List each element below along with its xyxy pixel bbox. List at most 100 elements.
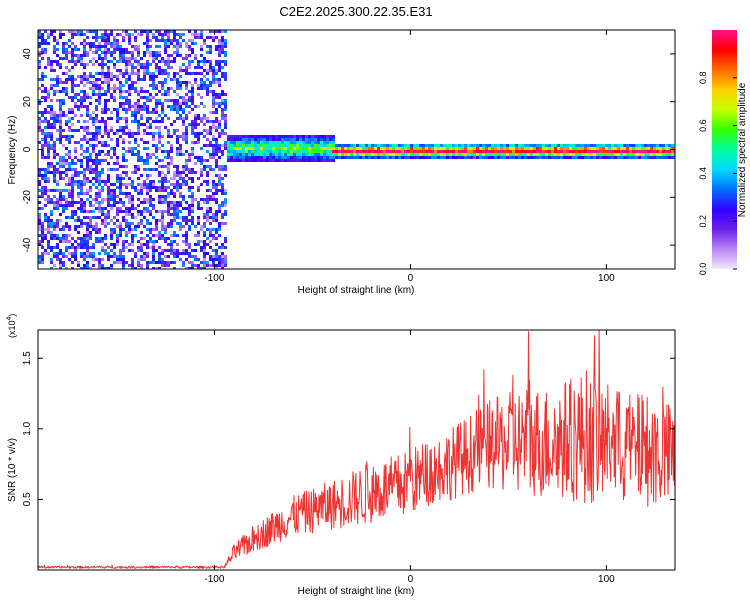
heatmap-cell xyxy=(329,147,332,150)
heatmap-cell xyxy=(203,213,206,216)
heatmap-cell xyxy=(83,240,86,243)
heatmap-cell xyxy=(317,153,320,156)
heatmap-cell xyxy=(302,138,305,141)
heatmap-cell xyxy=(587,156,590,159)
heatmap-cell xyxy=(50,114,53,117)
heatmap-cell xyxy=(131,120,134,123)
heatmap-cell xyxy=(41,261,44,264)
heatmap-cell xyxy=(149,186,152,189)
heatmap-cell xyxy=(134,105,137,108)
heatmap-cell xyxy=(167,54,170,57)
heatmap-cell xyxy=(215,72,218,75)
heatmap-cell xyxy=(122,243,125,246)
heatmap-cell xyxy=(92,36,95,39)
heatmap-cell xyxy=(122,48,125,51)
heatmap-cell xyxy=(104,222,107,225)
heatmap-cell xyxy=(200,117,203,120)
heatmap-cell xyxy=(83,150,86,153)
heatmap-cell xyxy=(218,180,221,183)
heatmap-cell xyxy=(119,252,122,255)
heatmap-cell xyxy=(599,144,602,147)
heatmap-cell xyxy=(137,189,140,192)
heatmap-cell xyxy=(41,144,44,147)
heatmap-cell xyxy=(173,177,176,180)
heatmap-cell xyxy=(113,204,116,207)
heatmap-cell xyxy=(80,54,83,57)
heatmap-cell xyxy=(137,204,140,207)
heatmap-cell xyxy=(218,144,221,147)
heatmap-cell xyxy=(86,78,89,81)
heatmap-cell xyxy=(509,147,512,150)
heatmap-cell xyxy=(191,186,194,189)
heatmap-cell xyxy=(293,138,296,141)
y-tick-label: -40 xyxy=(22,237,33,252)
heatmap-cell xyxy=(218,69,221,72)
heatmap-cell xyxy=(500,153,503,156)
heatmap-cell xyxy=(533,147,536,150)
heatmap-cell xyxy=(275,138,278,141)
heatmap-cell xyxy=(188,213,191,216)
heatmap-cell xyxy=(101,159,104,162)
heatmap-cell xyxy=(86,138,89,141)
heatmap-cell xyxy=(149,93,152,96)
heatmap-cell xyxy=(329,141,332,144)
heatmap-cell xyxy=(152,60,155,63)
heatmap-cell xyxy=(251,159,254,162)
heatmap-cell xyxy=(413,147,416,150)
heatmap-cell xyxy=(38,243,41,246)
heatmap-cell xyxy=(143,159,146,162)
heatmap-cell xyxy=(230,138,233,141)
heatmap-cell xyxy=(230,141,233,144)
heatmap-cell xyxy=(107,186,110,189)
heatmap-cell xyxy=(554,147,557,150)
heatmap-cell xyxy=(347,147,350,150)
heatmap-cell xyxy=(47,135,50,138)
heatmap-cell xyxy=(179,183,182,186)
heatmap-cell xyxy=(224,39,227,42)
heatmap-cell xyxy=(95,39,98,42)
heatmap-cell xyxy=(89,60,92,63)
heatmap-cell xyxy=(593,153,596,156)
heatmap-cell xyxy=(194,30,197,33)
heatmap-cell xyxy=(158,39,161,42)
heatmap-cell xyxy=(41,225,44,228)
heatmap-cell xyxy=(122,96,125,99)
heatmap-cell xyxy=(62,159,65,162)
heatmap-cell xyxy=(602,150,605,153)
heatmap-cell xyxy=(272,141,275,144)
heatmap-cell xyxy=(281,153,284,156)
heatmap-cell xyxy=(332,138,335,141)
heatmap-cell xyxy=(167,201,170,204)
heatmap-cell xyxy=(62,135,65,138)
heatmap-cell xyxy=(68,69,71,72)
heatmap-cell xyxy=(77,237,80,240)
heatmap-cell xyxy=(305,156,308,159)
heatmap-cell xyxy=(173,267,176,269)
heatmap-cell xyxy=(590,150,593,153)
heatmap-cell xyxy=(68,96,71,99)
heatmap-cell xyxy=(56,153,59,156)
heatmap-cell xyxy=(335,156,338,159)
heatmap-cell xyxy=(50,219,53,222)
heatmap-cell xyxy=(95,99,98,102)
heatmap-cell xyxy=(83,33,86,36)
heatmap-cell xyxy=(125,51,128,54)
heatmap-cell xyxy=(143,162,146,165)
heatmap-cell xyxy=(77,192,80,195)
heatmap-cell xyxy=(122,75,125,78)
heatmap-cell xyxy=(95,216,98,219)
heatmap-cell xyxy=(56,129,59,132)
heatmap-cell xyxy=(53,222,56,225)
heatmap-cell xyxy=(56,237,59,240)
heatmap-cell xyxy=(71,57,74,60)
heatmap-cell xyxy=(497,144,500,147)
heatmap-cell xyxy=(188,243,191,246)
heatmap-cell xyxy=(41,48,44,51)
colorbar-tick-label: 0.8 xyxy=(698,72,708,85)
heatmap-cell xyxy=(86,96,89,99)
heatmap-cell xyxy=(89,45,92,48)
heatmap-cell xyxy=(338,153,341,156)
heatmap-cell xyxy=(203,180,206,183)
heatmap-cell xyxy=(203,255,206,258)
heatmap-cell xyxy=(77,261,80,264)
